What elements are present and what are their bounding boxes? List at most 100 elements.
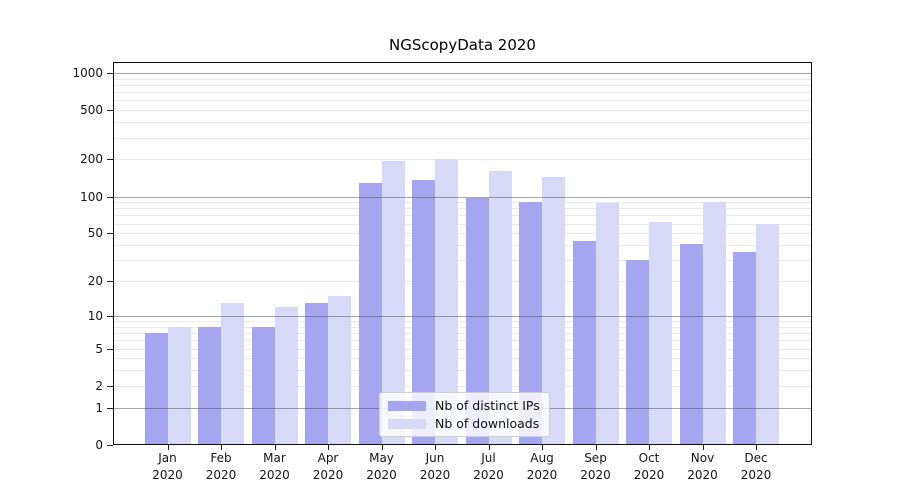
legend-label-downloads: Nb of downloads [435,416,540,431]
x-tick-label: Feb 2020 [205,451,237,482]
y-tick-mark [107,281,113,282]
x-tick-label: Apr 2020 [312,451,344,482]
x-tick-mark [328,445,329,450]
x-tick-mark [435,445,436,450]
minor-gridline [113,223,812,225]
bar [144,333,168,445]
legend-swatch-downloads [388,418,426,429]
bar [412,180,435,445]
minor-gridline [113,110,812,112]
legend: Nb of distinct IPs Nb of downloads [379,392,550,437]
minor-gridline [113,215,812,217]
y-tick-mark [107,315,113,317]
y-tick-mark [107,196,113,198]
x-tick-label: Jun 2020 [419,451,451,482]
y-tick-mark [107,233,113,235]
y-tick-mark [107,407,113,409]
minor-gridline [113,245,812,246]
y-tick-label: 100 [80,189,103,204]
y-tick-label: 500 [80,103,103,118]
minor-gridline [113,281,812,282]
major-gridline [113,72,812,74]
minor-gridline [113,260,812,262]
bar [733,252,756,445]
minor-gridline [113,326,812,328]
y-tick-label: 1000 [72,65,103,80]
bar [702,202,726,445]
bar [198,326,221,445]
plot-border [113,62,812,445]
x-tick-mark [488,445,490,450]
legend-swatch-distinct-ips [388,400,426,411]
minor-gridline [113,385,812,387]
x-tick-mark [274,445,276,450]
major-gridline [113,196,812,198]
y-tick-label: 5 [95,341,103,356]
y-tick-label: 200 [80,152,103,167]
minor-gridline [113,348,812,350]
y-tick-label: 2 [95,378,103,393]
minor-gridline [113,340,812,342]
y-tick-label: 1 [95,400,103,415]
y-tick-mark [107,72,113,74]
x-tick-mark [542,445,543,450]
minor-gridline [113,100,812,102]
y-tick-mark [107,445,113,446]
x-tick-label: Aug 2020 [526,451,558,482]
bar [465,198,489,445]
x-tick-label: May 2020 [366,451,397,482]
bar [626,260,649,445]
minor-gridline [113,92,812,94]
bar [572,241,596,445]
minor-gridline [113,233,812,235]
bar [167,326,191,445]
chart-title: NGScopyData 2020 [389,36,536,54]
y-tick-label: 10 [87,308,103,323]
y-tick-mark [107,159,113,161]
y-tick-mark [107,348,113,350]
legend-item-distinct-ips: Nb of distinct IPs [388,398,540,413]
x-tick-label: Nov 2020 [687,451,718,482]
bar [488,171,512,445]
legend-item-downloads: Nb of downloads [388,416,540,431]
bar [435,159,458,445]
minor-gridline [113,159,812,161]
bar [519,202,542,445]
bar [679,243,703,445]
x-tick-mark [702,445,704,450]
bar [756,223,779,445]
bar [251,326,275,445]
x-tick-mark [221,445,222,450]
x-tick-mark [381,445,383,450]
bar [595,203,619,445]
bar [328,295,351,445]
minor-gridline [113,84,812,86]
minor-gridline [113,333,812,334]
bar [358,182,382,445]
y-tick-label: 0 [95,438,103,452]
bar [274,306,298,445]
minor-gridline [113,358,812,360]
minor-gridline [113,202,812,204]
minor-gridline [113,370,812,372]
x-tick-label: Jan 2020 [152,451,183,482]
bar [305,302,328,445]
x-tick-label: Sep 2020 [580,451,611,482]
y-tick-label: 50 [87,226,103,241]
minor-gridline [113,137,812,139]
bar [542,176,565,445]
y-tick-mark [107,385,113,387]
x-tick-label: Dec 2020 [740,451,772,482]
bar [221,302,244,445]
x-tick-label: Jul 2020 [473,451,504,482]
minor-gridline [113,321,812,322]
y-tick-mark [107,110,113,112]
x-tick-label: Oct 2020 [633,451,665,482]
legend-label-distinct-ips: Nb of distinct IPs [435,398,540,413]
x-tick-mark [649,445,650,450]
minor-gridline [113,78,812,80]
bar [381,160,405,445]
x-tick-mark [756,445,757,450]
x-tick-label: Mar 2020 [259,451,290,482]
